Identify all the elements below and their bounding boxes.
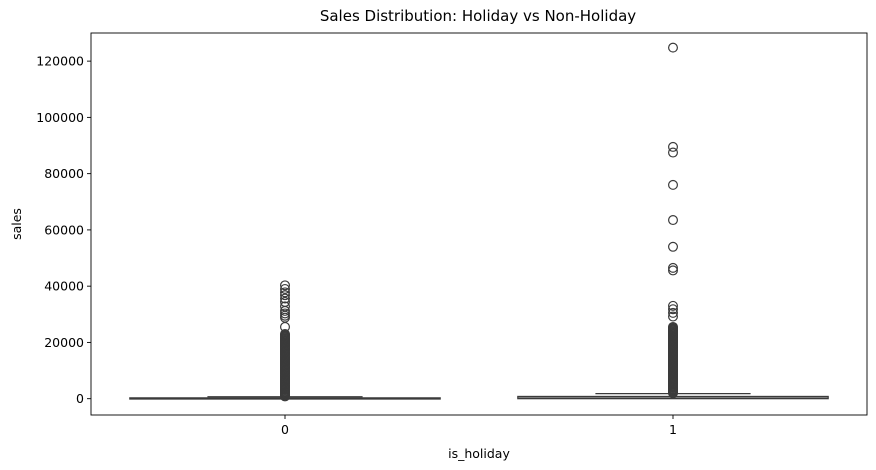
outlier-point [280,296,291,307]
outlier-point [667,262,678,273]
plot-area [129,42,829,402]
x-axis-label: is_holiday [448,446,510,461]
outlier-point [280,280,291,291]
outlier-point [667,141,678,152]
outlier-point [280,283,291,294]
y-tick-label: 60000 [44,222,84,237]
y-axis-label: sales [9,208,24,240]
outlier-point [667,311,678,322]
plot-frame [90,32,868,416]
outlier-point [280,290,291,301]
x-tick-label: 0 [281,422,289,437]
outlier-point [667,241,678,252]
outlier-point [667,321,678,332]
box-1 [517,42,829,400]
x-tick-label: 1 [669,422,677,437]
outlier-point [667,300,678,311]
y-tick-label: 20000 [44,335,84,350]
y-tick-label: 40000 [44,279,84,294]
y-tick-label: 0 [76,391,84,406]
box-0 [129,280,441,402]
outlier-point [280,328,291,339]
outlier-point [280,293,291,304]
outlier-point [280,301,291,312]
outlier-point [667,304,678,315]
outlier-point [667,147,678,158]
y-tick-label: 100000 [36,110,84,125]
y-tick-label: 80000 [44,166,84,181]
outlier-point [667,179,678,190]
outlier-point [667,215,678,226]
outlier-point [280,287,291,298]
outlier-point [667,42,678,53]
outlier-point [667,307,678,318]
outlier-point [280,308,291,319]
y-axis: 0 20000 40000 60000 80000 100000 120000 [36,54,91,406]
chart-title: Sales Distribution: Holiday vs Non-Holid… [320,7,636,25]
y-tick-label: 120000 [36,54,84,69]
outlier-point [667,265,678,276]
